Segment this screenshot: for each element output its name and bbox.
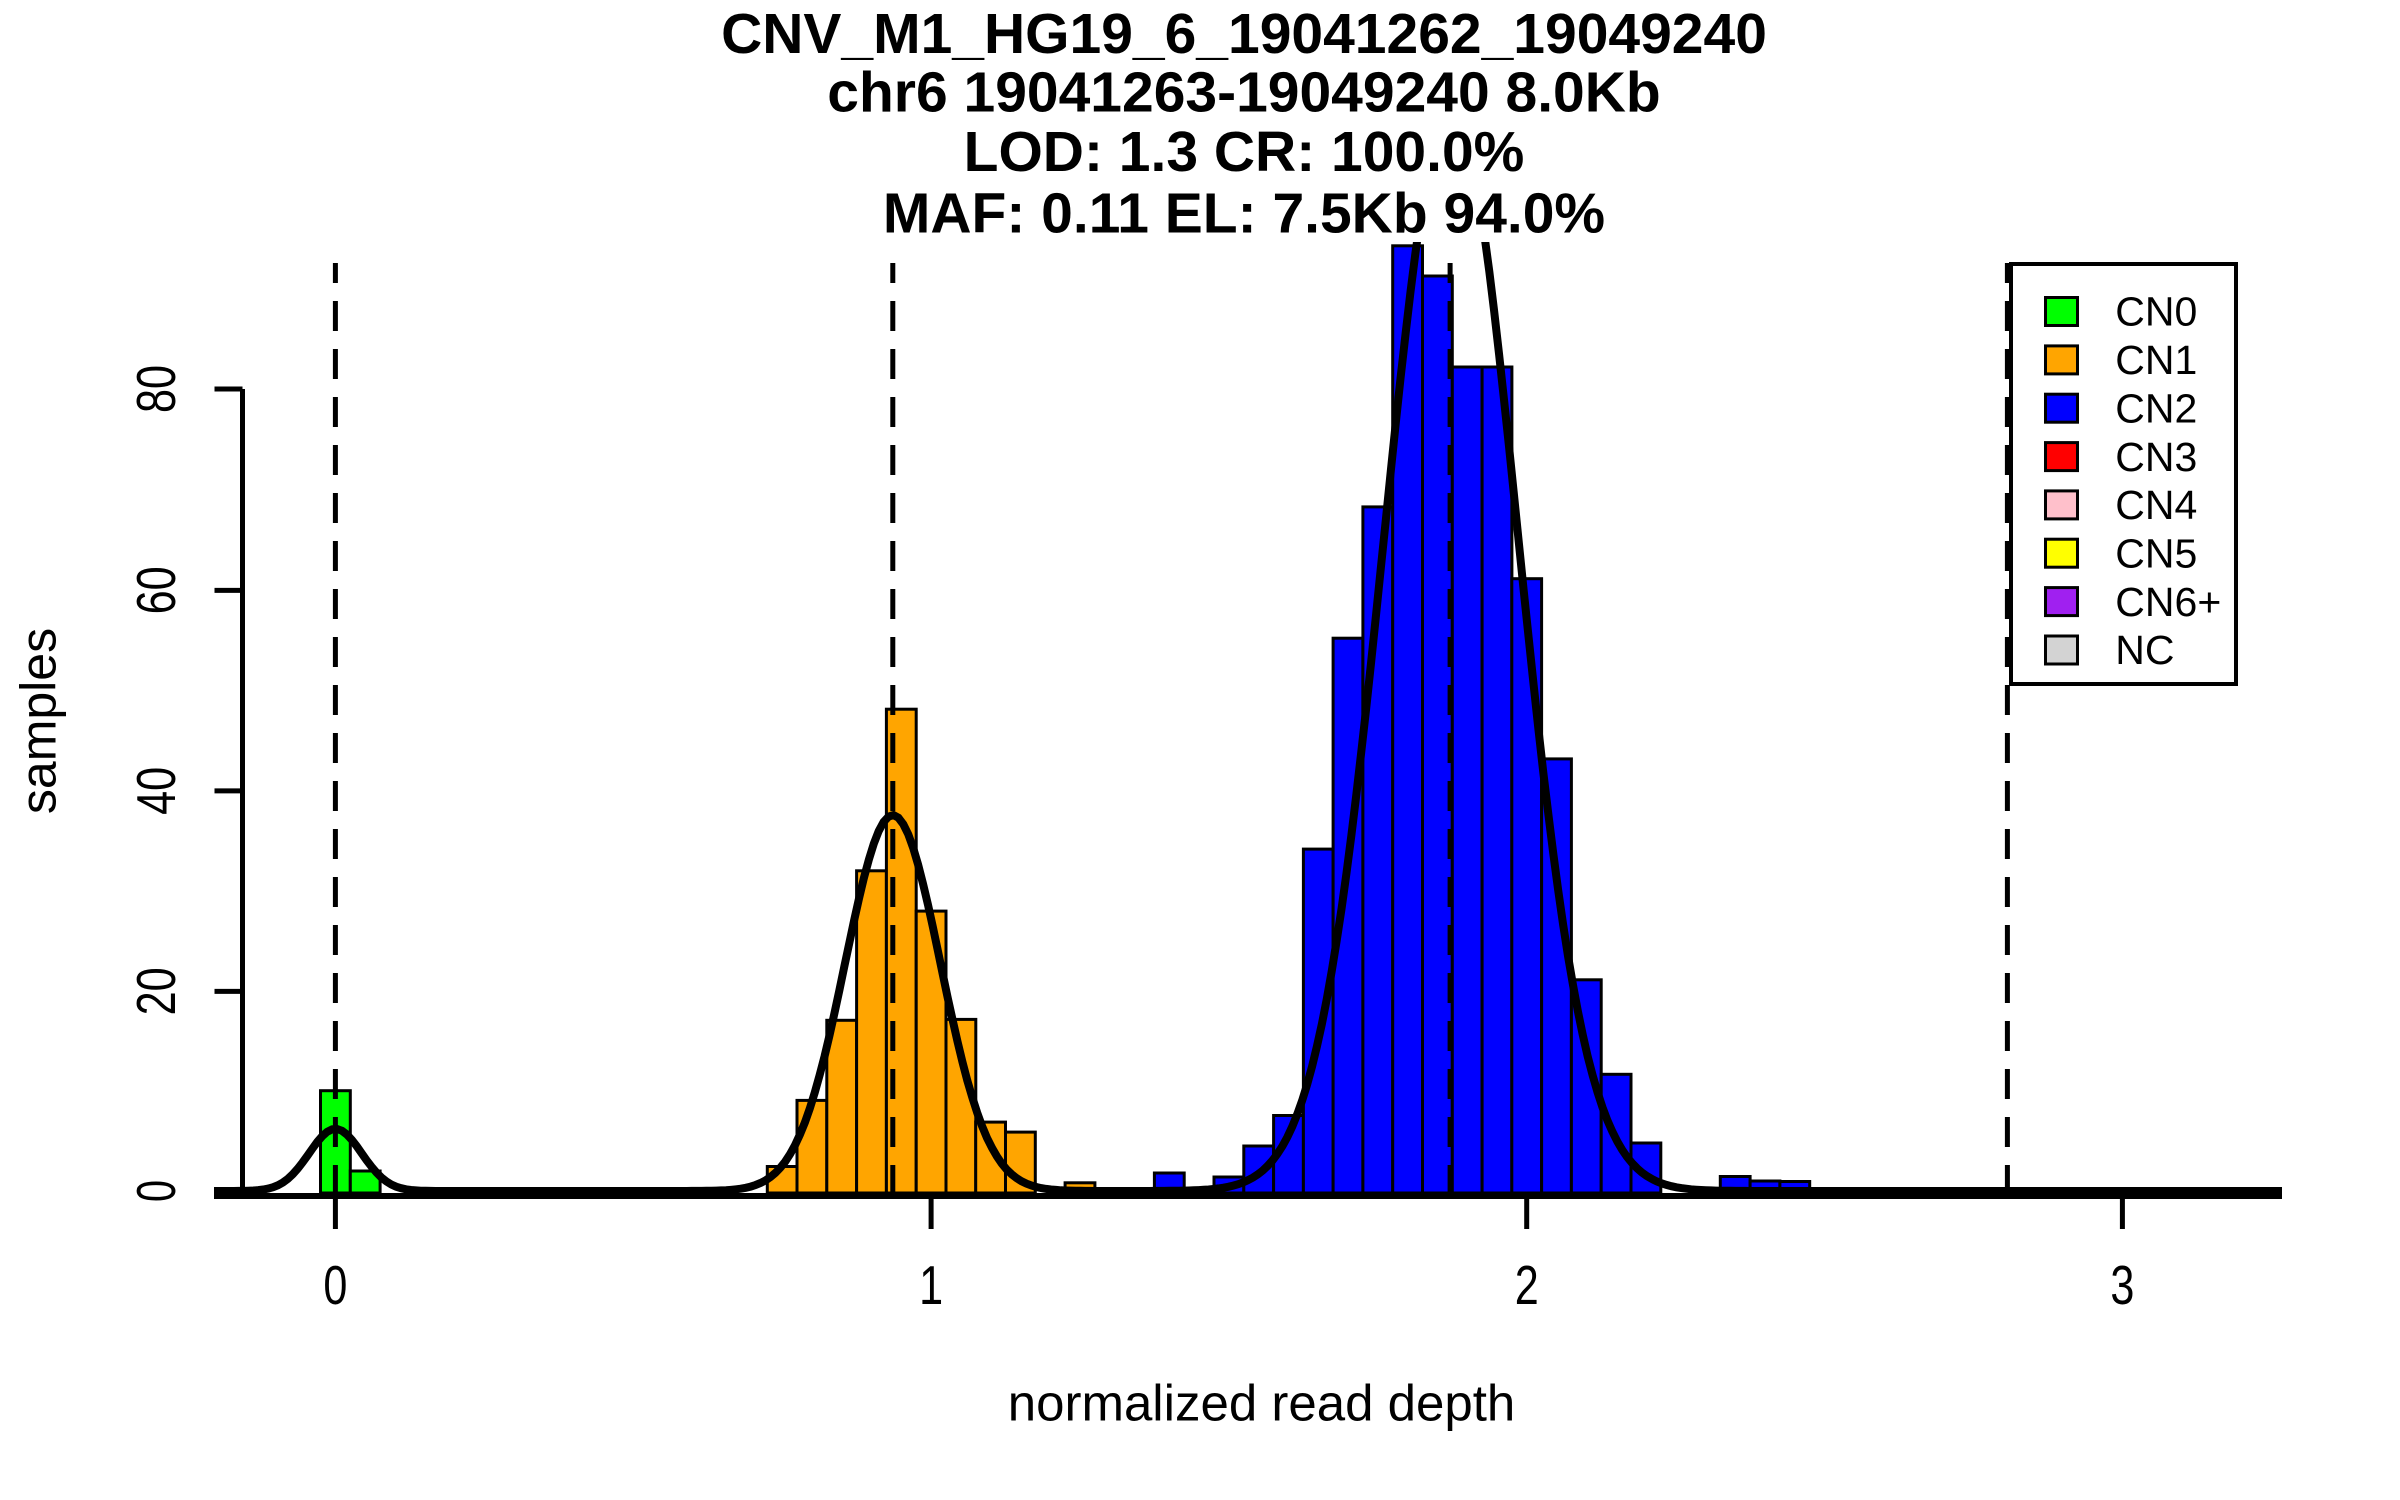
svg-text:2: 2 bbox=[1515, 1254, 1539, 1316]
svg-text:CN1: CN1 bbox=[2115, 337, 2197, 383]
svg-text:NC: NC bbox=[2115, 627, 2174, 673]
svg-text:3: 3 bbox=[2110, 1254, 2134, 1316]
svg-text:CN3: CN3 bbox=[2115, 434, 2197, 480]
svg-text:CNV_M1_HG19_6_19041262_1904924: CNV_M1_HG19_6_19041262_19049240 bbox=[721, 2, 1767, 66]
svg-text:20: 20 bbox=[125, 967, 187, 1015]
svg-text:CN5: CN5 bbox=[2115, 531, 2197, 577]
svg-text:MAF: 0.11 EL: 7.5Kb 94.0%: MAF: 0.11 EL: 7.5Kb 94.0% bbox=[883, 182, 1605, 246]
svg-text:80: 80 bbox=[125, 365, 187, 413]
svg-text:CN6+: CN6+ bbox=[2115, 579, 2221, 625]
svg-text:1: 1 bbox=[919, 1254, 943, 1316]
svg-text:40: 40 bbox=[125, 767, 187, 815]
svg-text:60: 60 bbox=[125, 566, 187, 614]
svg-text:chr6 19041263-19049240 8.0Kb: chr6 19041263-19049240 8.0Kb bbox=[827, 61, 1661, 125]
svg-text:normalized read depth: normalized read depth bbox=[1008, 1375, 1516, 1432]
svg-text:CN4: CN4 bbox=[2115, 482, 2197, 528]
svg-text:0: 0 bbox=[125, 1180, 187, 1202]
svg-text:LOD: 1.3 CR: 100.0%: LOD: 1.3 CR: 100.0% bbox=[964, 120, 1525, 184]
svg-text:samples: samples bbox=[11, 628, 67, 814]
svg-text:0: 0 bbox=[323, 1254, 347, 1316]
svg-text:CN2: CN2 bbox=[2115, 385, 2197, 431]
svg-text:CN0: CN0 bbox=[2115, 289, 2197, 335]
